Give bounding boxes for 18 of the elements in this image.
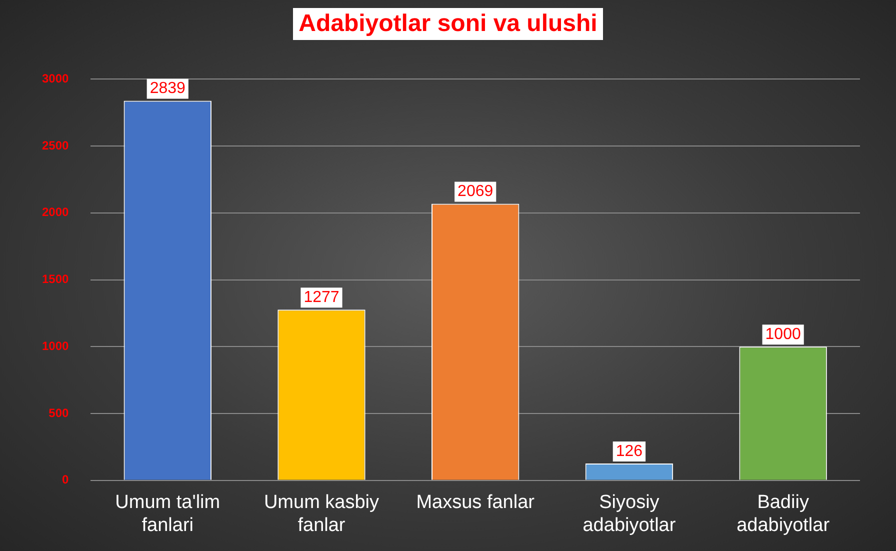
data-label: 2839	[150, 80, 186, 98]
x-tick-label: Umum ta'lim fanlari	[115, 492, 220, 536]
y-tick-label: 0	[62, 472, 70, 487]
data-label: 2069	[458, 183, 494, 200]
chart-title: Adabiyotlar soni va ulushi	[292, 8, 604, 40]
data-label: 1000	[765, 326, 801, 344]
y-tick-label: 2000	[42, 205, 70, 220]
y-tick-label: 1500	[42, 272, 70, 286]
x-tick-label: Maxsus fanlar	[416, 492, 536, 514]
y-tick-label: 1000	[42, 338, 70, 353]
y-tick-label: 2500	[42, 138, 70, 152]
y-tick-label: 500	[48, 406, 70, 420]
y-tick-label: 3000	[42, 72, 70, 86]
data-label: 1277	[304, 289, 340, 306]
data-label: 126	[616, 442, 643, 460]
x-tick-label: Umum kasbiy fanlar	[264, 492, 380, 536]
x-tick-label: Siyosiy adabiyotlar	[582, 492, 676, 536]
x-tick-label: Badiiy adabiyotlar	[736, 492, 830, 536]
